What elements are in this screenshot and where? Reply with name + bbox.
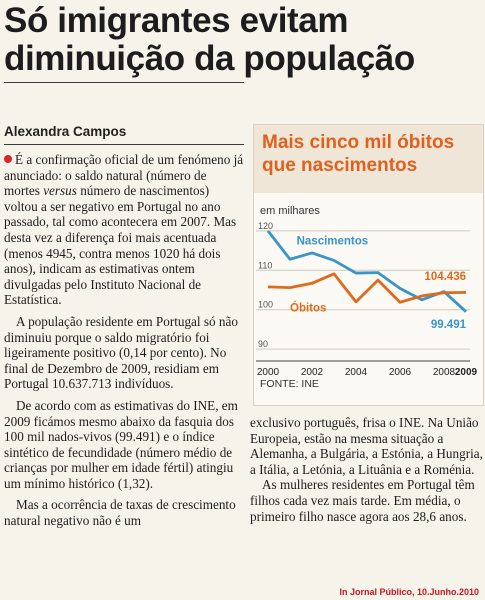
paragraph-6: As mulheres residentes em Portugal têm f… bbox=[250, 477, 475, 524]
paragraph-1-emphasis: versus bbox=[43, 183, 77, 199]
paragraph-1: É a confirmação oficial de um fenómeno j… bbox=[4, 152, 244, 308]
x-tick-label: 2004 bbox=[345, 367, 368, 378]
chart-title: Mais cinco mil óbitos que nascimentos bbox=[262, 132, 455, 176]
x-tick-label: 2006 bbox=[389, 367, 412, 378]
paragraph-3: De acordo com as estimativas do INE, em … bbox=[4, 397, 238, 491]
headline: Só imigrantes evitam diminuição da popul… bbox=[4, 1, 415, 78]
author-rule bbox=[4, 144, 244, 145]
source-credit: In Jornal Público, 10.Junho.2010 bbox=[339, 587, 479, 597]
chart-unit-label: em milhares bbox=[260, 205, 320, 217]
top-rule bbox=[4, 82, 244, 83]
chart-box: Mais cinco mil óbitos que nascimentos em… bbox=[253, 124, 484, 406]
chart-source: FONTE: INE bbox=[260, 378, 319, 390]
y-tick-label: 90 bbox=[258, 339, 268, 349]
paragraph-4: Mas a ocorrência de taxas de crescimento… bbox=[4, 497, 236, 529]
paragraph-5: exclusivo português, frisa o INE. Na Uni… bbox=[250, 415, 483, 477]
author-name: Alexandra Campos bbox=[4, 124, 127, 139]
nascimentos-label: Nascimentos bbox=[297, 236, 369, 248]
nascimentos-end-value: 99.491 bbox=[431, 319, 467, 331]
y-tick-label: 120 bbox=[258, 221, 273, 231]
line-chart: 90 100 110 120 2000 2002 2004 2006 2008 2009 Nasci… bbox=[256, 221, 478, 378]
article-column-1: É a confirmação oficial de um fenómeno j… bbox=[4, 152, 244, 529]
x-tick-label: 2000 bbox=[257, 367, 280, 378]
x-tick-label: 2008 bbox=[433, 367, 456, 378]
x-tick-label: 2002 bbox=[301, 367, 324, 378]
paragraph-1-text-b: número de nascimentos) voltou a ser nega… bbox=[4, 183, 237, 308]
obitos-line bbox=[267, 272, 467, 304]
obitos-end-value: 104.436 bbox=[424, 271, 466, 283]
y-tick-label: 100 bbox=[258, 300, 273, 310]
article-column-2: exclusivo português, frisa o INE. Na Uni… bbox=[250, 415, 483, 524]
x-tick-label: 2009 bbox=[455, 367, 478, 378]
paragraph-1-text-a: É a confirmação oficial de um fenómeno j… bbox=[4, 152, 244, 199]
chart-title-band: Mais cinco mil óbitos que nascimentos bbox=[254, 125, 483, 193]
paragraph-2: A população residente em Portugal só não… bbox=[4, 313, 238, 392]
obitos-label: Óbitos bbox=[290, 301, 326, 314]
bullet-dot-icon bbox=[4, 155, 12, 163]
y-tick-label: 110 bbox=[258, 260, 272, 270]
